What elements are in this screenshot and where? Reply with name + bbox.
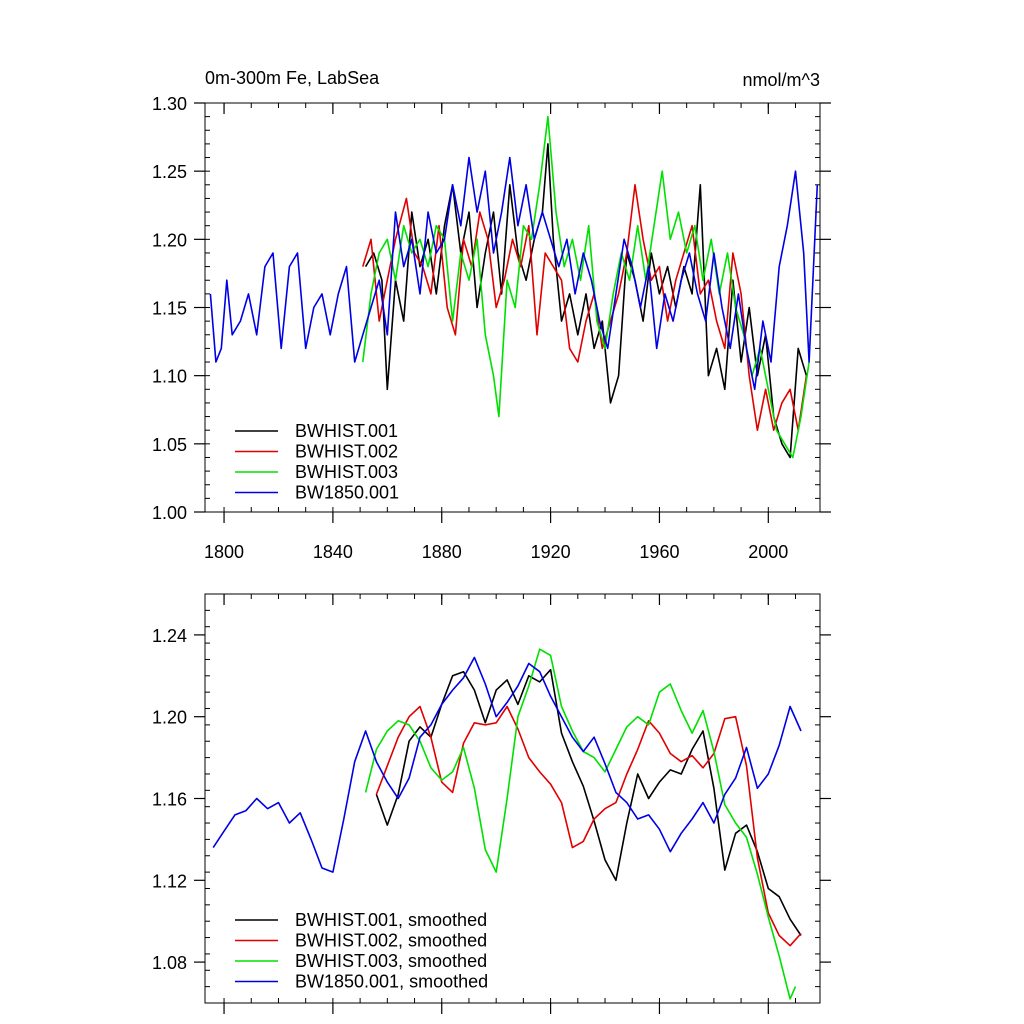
top-legend-label: BWHIST.001 — [295, 421, 398, 441]
top-y-tick-label: 1.25 — [152, 162, 187, 182]
bottom-legend-label: BW1850.001, smoothed — [295, 972, 488, 992]
top-x-tick-label: 2000 — [748, 542, 788, 562]
top-x-tick-label: 1840 — [313, 542, 353, 562]
top-title-left: 0m-300m Fe, LabSea — [205, 68, 380, 88]
top-x-tick-label: 1880 — [422, 542, 462, 562]
top-x-tick-label: 1920 — [531, 542, 571, 562]
top-legend-label: BW1850.001 — [295, 483, 399, 503]
bottom-series-line-bwhist-002 — [375, 705, 802, 947]
bottom-series-line-bw1850-001 — [212, 656, 802, 873]
bottom-legend-label: BWHIST.002, smoothed — [295, 931, 487, 951]
top-y-tick-label: 1.15 — [152, 299, 187, 319]
top-y-tick-label: 1.10 — [152, 367, 187, 387]
top-series-line-bwhist-003 — [362, 115, 810, 459]
top-y-tick-label: 1.00 — [152, 503, 187, 523]
bottom-y-tick-label: 1.20 — [152, 708, 187, 728]
top-y-tick-label: 1.20 — [152, 230, 187, 250]
top-y-tick-label: 1.30 — [152, 94, 187, 114]
bottom-y-tick-label: 1.12 — [152, 871, 187, 891]
bottom-legend-label: BWHIST.003, smoothed — [295, 951, 487, 971]
bottom-legend-label: BWHIST.001, smoothed — [295, 910, 487, 930]
top-legend-label: BWHIST.003 — [295, 462, 398, 482]
top-y-tick-label: 1.05 — [152, 435, 187, 455]
top-series-line-bwhist-002 — [362, 184, 808, 431]
bottom-y-tick-label: 1.08 — [152, 953, 187, 973]
top-series-line-bwhist-001 — [364, 143, 808, 459]
bottom-y-tick-label: 1.16 — [152, 790, 187, 810]
top-title-right: nmol/m^3 — [743, 70, 820, 90]
bottom-y-tick-label: 1.24 — [152, 626, 187, 646]
top-panel: 0m-300m Fe, LabSea nmol/m^3 1800 1840 1880… — [152, 68, 831, 562]
bottom-panel: 1.08 1.12 1.16 1.20 1.24 BWHIST.001, smoothed… — [152, 593, 831, 1014]
top-series-line-bw1850-001 — [209, 156, 819, 391]
top-x-tick-label: 1800 — [204, 542, 244, 562]
top-x-tick-label: 1960 — [639, 542, 679, 562]
top-legend-label: BWHIST.002 — [295, 442, 398, 462]
bottom-series-line-bwhist-001 — [375, 668, 802, 936]
